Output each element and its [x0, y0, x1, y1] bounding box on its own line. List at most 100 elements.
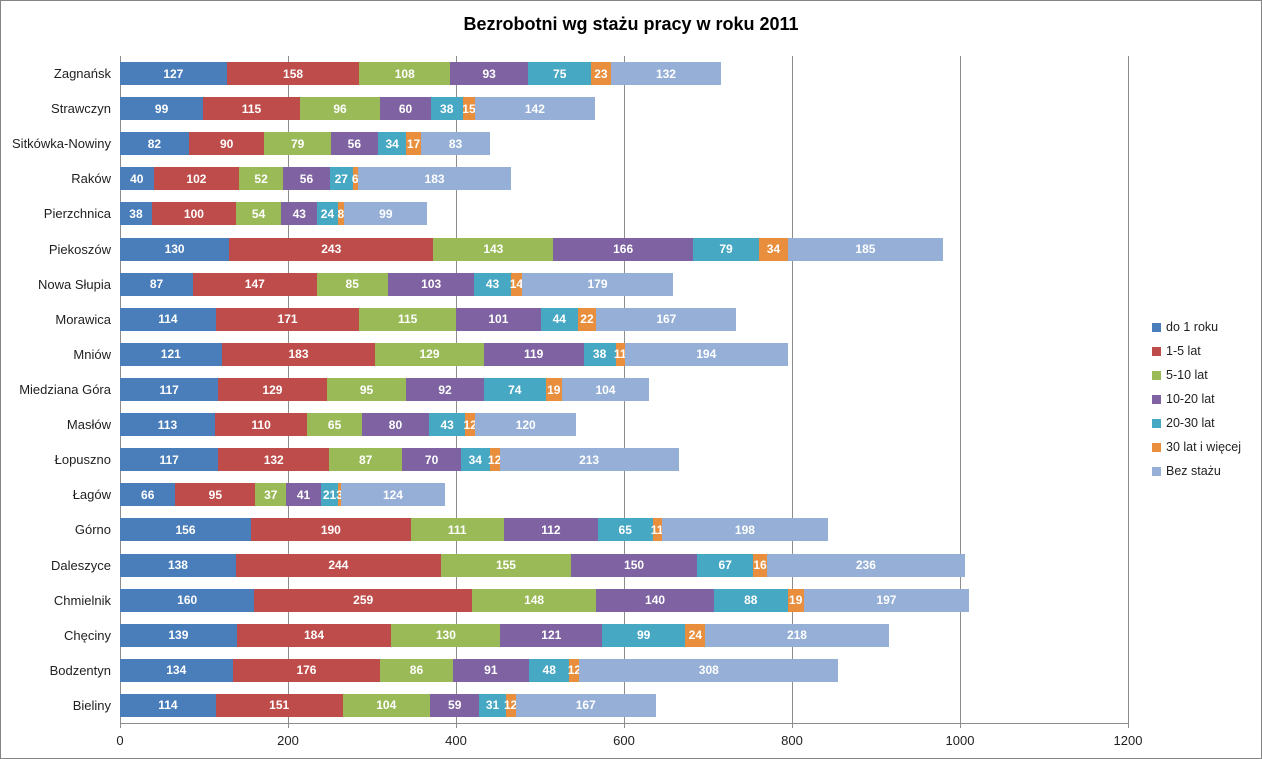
bar-segment: 104: [342, 693, 430, 717]
bar-segment-value: 171: [277, 312, 298, 327]
bar-segment-value: 85: [345, 277, 359, 292]
bar-segment: 37: [255, 483, 287, 507]
bar-segment-value: 65: [327, 417, 342, 432]
bar-segment-value: 176: [296, 663, 317, 678]
bar-segment: 148: [471, 588, 597, 612]
bar-segment: 194: [624, 342, 788, 366]
bar-segment-value: 130: [164, 242, 185, 257]
bar-segment-value: 111: [447, 522, 467, 537]
bar-segment: 183: [357, 167, 512, 191]
bar-segment: 65: [597, 518, 653, 542]
bar-segment: 143: [433, 237, 554, 261]
bar-row: 99 115 96 60 38 15 142: [120, 97, 595, 121]
bar-segment-value: 54: [251, 206, 266, 221]
bar-segment: 129: [218, 378, 327, 401]
bar-segment: 3: [336, 483, 343, 507]
bar-segment: 142: [475, 97, 595, 121]
bar-segment-value: 147: [244, 277, 265, 292]
legend-item: 20-30 lat: [1152, 411, 1241, 435]
bar-segment-value: 104: [376, 698, 397, 713]
legend-label: Bez stażu: [1166, 464, 1221, 478]
bar-segment-value: 70: [424, 452, 439, 467]
bar-segment: 66: [120, 483, 176, 507]
bar-segment-value: 90: [219, 136, 234, 151]
bar-segment: 95: [175, 483, 256, 507]
bar-segment-value: 75: [553, 66, 567, 81]
bar-segment: 184: [236, 623, 392, 647]
bar-segment-value: 132: [655, 66, 676, 81]
bar-segment-value: 41: [296, 487, 311, 502]
x-axis-label: 1200: [1113, 733, 1143, 748]
bar-segment-value: 88: [744, 593, 758, 608]
bar-segment-value: 103: [421, 277, 442, 292]
bar-segment-value: 120: [515, 417, 536, 432]
bar-row: 117 129 95 92 74 19 104: [120, 378, 650, 401]
bar-segment-value: 185: [855, 242, 876, 257]
category-label: Daleszyce: [51, 557, 111, 573]
bar-segment-value: 102: [186, 171, 207, 186]
bar-segment: 41: [286, 483, 321, 507]
bar-row: 139 184 130 121 99 24 218: [120, 623, 889, 647]
bar-segment: 176: [232, 658, 381, 682]
bar-segment: 67: [697, 553, 754, 577]
axis-tick: [120, 723, 121, 728]
bar-segment-value: 22: [580, 312, 594, 327]
bar-segment-value: 66: [141, 487, 155, 502]
category-label: Miedziana Góra: [19, 381, 111, 397]
bar-segment-value: 166: [613, 242, 634, 257]
bar-segment: 22: [577, 307, 597, 331]
bar-segment: 110: [214, 413, 308, 437]
bar-segment: 112: [503, 518, 598, 542]
bar-segment-value: 236: [855, 558, 876, 573]
bar-segment-value: 140: [645, 593, 666, 608]
bar-segment: 171: [215, 307, 360, 331]
bar-segment-value: 218: [786, 628, 807, 643]
bar-segment-value: 12: [463, 417, 477, 432]
x-axis-label: 400: [445, 733, 467, 748]
bar-segment-value: 74: [508, 382, 522, 397]
legend-label: 20-30 lat: [1166, 416, 1215, 430]
bar-segment-value: 38: [592, 347, 607, 362]
bar-row: 82 90 79 56 34 17 83: [120, 132, 491, 156]
bar-segment-value: 87: [149, 277, 164, 292]
category-label: Morawica: [55, 311, 111, 327]
bar-segment-value: 139: [168, 628, 189, 643]
bar-row: 127 158 108 93 75 23 132: [120, 62, 722, 86]
category-label: Masłów: [66, 417, 111, 433]
bar-segment: 79: [692, 237, 760, 261]
bar-segment: 43: [474, 272, 511, 296]
bar-segment-value: 115: [241, 101, 262, 116]
bar-segment: 11: [651, 518, 663, 542]
bar-segment: 75: [528, 62, 592, 86]
bar-segment-value: 130: [435, 628, 456, 643]
bar-segment: 16: [753, 553, 767, 577]
bar-segment: 139: [120, 623, 237, 647]
bar-segment-value: 60: [398, 101, 413, 116]
bar-segment-value: 93: [482, 66, 496, 81]
bar-segment: 92: [406, 378, 484, 401]
bar-segment: 12: [463, 413, 477, 437]
bar-segment: 34: [377, 132, 407, 156]
legend-item: 30 lat i więcej: [1152, 435, 1241, 459]
bar-segment-value: 38: [440, 101, 454, 116]
bar-row: 130 243 143 166 79 34 185: [120, 237, 944, 261]
bar-segment-value: 129: [262, 382, 283, 397]
bar-segment-value: 132: [263, 452, 284, 467]
legend-label: 1-5 lat: [1166, 344, 1201, 358]
bar-segment-value: 129: [419, 347, 440, 362]
legend-swatch: [1152, 466, 1161, 476]
bar-segment-value: 104: [595, 382, 616, 397]
bar-segment: 103: [387, 272, 475, 296]
bar-segment: 12: [487, 448, 502, 472]
bar-segment: 127: [120, 62, 227, 86]
x-axis-label: 800: [781, 733, 803, 748]
bar-segment: 38: [583, 342, 616, 366]
bar-segment-value: 12: [487, 452, 502, 467]
bar-segment: 198: [661, 518, 829, 542]
category-label: Łopuszno: [54, 452, 111, 468]
bar-segment-value: 112: [541, 522, 561, 537]
bar-segment-value: 127: [163, 66, 184, 81]
bar-segment-value: 87: [358, 452, 373, 467]
bar-segment-value: 143: [483, 242, 504, 257]
bar-segment: 130: [120, 237, 230, 261]
